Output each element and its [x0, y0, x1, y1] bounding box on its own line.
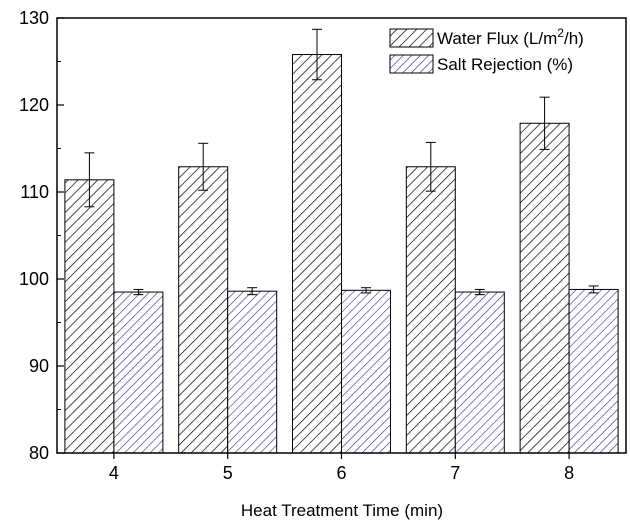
bars-layer	[64, 28, 619, 454]
y-tick-label-120: 120	[19, 95, 49, 115]
error-bar-series2-5	[247, 287, 258, 296]
y-tick-label-80: 80	[29, 443, 49, 463]
bar-series2-4	[113, 291, 164, 454]
error-bar-series1-7	[425, 141, 436, 192]
error-bar-series2-6	[361, 287, 371, 294]
bar-series1-6	[292, 54, 342, 454]
legend-swatch	[389, 28, 434, 48]
legend-entry-series2: Salt Rejection (%)	[389, 54, 573, 74]
legend-swatch	[389, 54, 434, 74]
bar-series2-8	[568, 288, 619, 454]
y-tick-label-90: 90	[29, 356, 49, 376]
x-tick-label-6: 6	[336, 463, 346, 483]
y-tick-label-100: 100	[19, 269, 49, 289]
y-tick-label-130: 130	[19, 8, 49, 28]
bar-series1-7	[405, 166, 456, 454]
error-bar-series1-6	[312, 28, 322, 81]
bar-series1-8	[519, 122, 570, 454]
legend-label: Salt Rejection (%)	[437, 55, 573, 74]
error-bar-series1-8	[539, 96, 550, 150]
axes-layer: 80 90 100 110 120 130 4 5 6 7 8	[19, 8, 627, 483]
x-tick-label-7: 7	[450, 463, 460, 483]
error-bar-series1-5	[198, 142, 209, 191]
error-bar-series2-8	[588, 285, 599, 294]
x-axis-title: Heat Treatment Time (min)	[241, 501, 443, 520]
x-tick-label-5: 5	[223, 463, 233, 483]
legend-label: Water Flux (L/m2/h)	[437, 26, 584, 48]
x-tick-label-4: 4	[109, 463, 119, 483]
bar-series2-7	[454, 291, 505, 454]
y-tick-label-110: 110	[20, 182, 49, 202]
error-bar-series2-7	[474, 288, 485, 296]
bar-series1-4	[64, 179, 115, 454]
bar-series2-6	[341, 289, 391, 454]
legend-entry-series1: Water Flux (L/m2/h)	[389, 26, 584, 48]
error-bar-series1-4	[84, 152, 95, 208]
bar-series2-5	[227, 290, 278, 454]
bar-series1-5	[178, 166, 229, 454]
legend: Water Flux (L/m2/h) Salt Rejection (%)	[389, 26, 584, 74]
error-bar-series2-4	[133, 288, 144, 296]
x-tick-label-8: 8	[564, 463, 574, 483]
